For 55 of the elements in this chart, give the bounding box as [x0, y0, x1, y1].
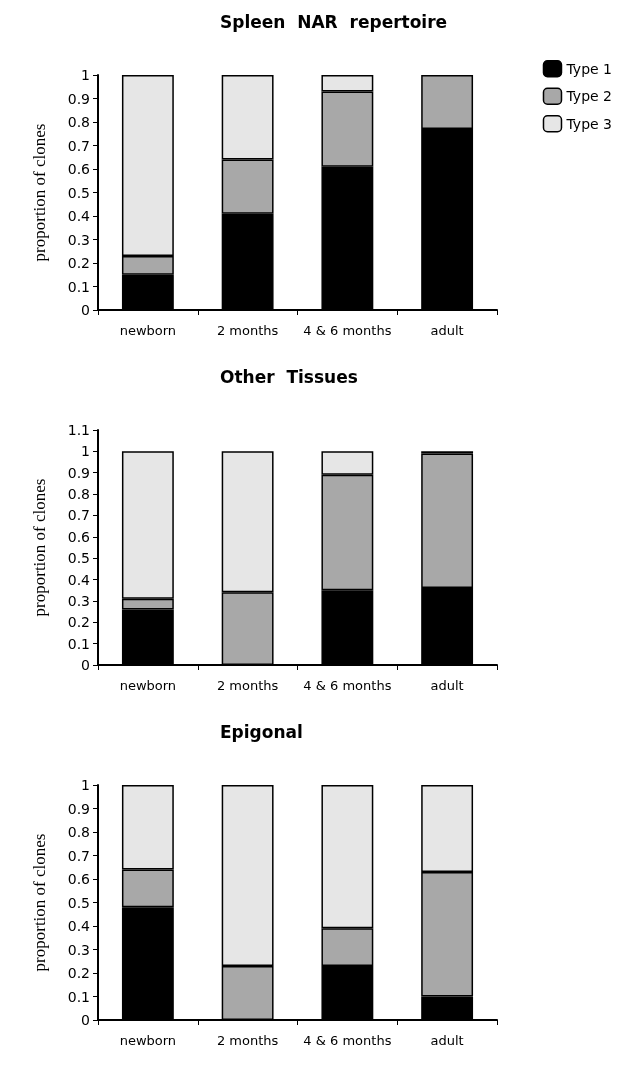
y-tick-label: 1 — [81, 777, 90, 793]
y-tick-label: 0 — [81, 1012, 90, 1028]
y-tick-label: 0.6 — [67, 871, 91, 887]
y-tick-label: 0.1 — [67, 635, 90, 652]
y-tick-label: 0 — [81, 657, 90, 673]
x-tick-label: newborn — [119, 323, 177, 338]
x-tick-label: 4 & 6 months — [303, 323, 392, 338]
legend-label: Type 1 — [565, 60, 612, 77]
y-tick-label: 0.5 — [67, 894, 90, 911]
chart-title: Spleen NAR repertoire — [220, 11, 448, 32]
x-tick-label: newborn — [119, 1033, 177, 1048]
y-axis-title: proportion of clones — [30, 833, 49, 972]
y-tick-label: 0.4 — [67, 571, 91, 588]
y-tick-label: 0.4 — [67, 208, 91, 224]
x-tick-label: adult — [430, 678, 464, 693]
y-tick-label: 0.4 — [67, 918, 91, 934]
y-tick-label: 0.8 — [67, 114, 90, 130]
y-tick-label: 0.8 — [67, 486, 90, 503]
y-tick-label: 0.7 — [67, 507, 90, 524]
y-tick-label: 0.5 — [67, 550, 90, 567]
y-tick-label: 1 — [81, 67, 90, 83]
x-tick-label: newborn — [119, 678, 177, 693]
y-tick-label: 0.2 — [67, 255, 90, 271]
y-tick-label: 0 — [81, 302, 90, 318]
y-tick-label: 0.3 — [67, 941, 90, 958]
x-tick-label: adult — [430, 1033, 464, 1048]
legend-label: Type 3 — [565, 115, 612, 132]
chart-title: Epigonal — [220, 721, 303, 742]
y-tick-label: 0.6 — [67, 528, 91, 545]
chart-title: Other Tissues — [220, 366, 358, 387]
y-tick-label: 0.9 — [67, 464, 90, 481]
y-tick-label: 0.7 — [67, 137, 90, 154]
y-tick-label: 0.9 — [67, 90, 90, 107]
y-tick-label: 0.1 — [67, 278, 90, 295]
y-tick-label: 0.5 — [67, 184, 90, 201]
y-tick-label: 1.1 — [67, 422, 90, 438]
x-tick-label: adult — [430, 323, 464, 338]
y-tick-label: 0.9 — [67, 800, 90, 817]
y-tick-label: 0.3 — [67, 592, 90, 609]
y-tick-label: 0.2 — [67, 965, 90, 981]
x-tick-label: 2 months — [216, 323, 279, 338]
y-tick-label: 0.3 — [67, 231, 90, 248]
x-tick-label: 2 months — [216, 1033, 279, 1048]
x-tick-label: 4 & 6 months — [303, 1033, 392, 1048]
y-axis-title: proportion of clones — [30, 478, 49, 617]
y-tick-label: 0.1 — [67, 988, 90, 1005]
y-tick-label: 0.6 — [67, 161, 91, 177]
y-tick-label: 0.8 — [67, 824, 90, 840]
legend-label: Type 2 — [565, 88, 612, 105]
x-tick-label: 2 months — [216, 678, 279, 693]
x-tick-label: 4 & 6 months — [303, 678, 392, 693]
y-tick-label: 0.2 — [67, 614, 90, 631]
y-tick-label: 0.7 — [67, 847, 90, 864]
y-tick-label: 1 — [81, 443, 90, 460]
y-axis-title: proportion of clones — [30, 123, 49, 262]
